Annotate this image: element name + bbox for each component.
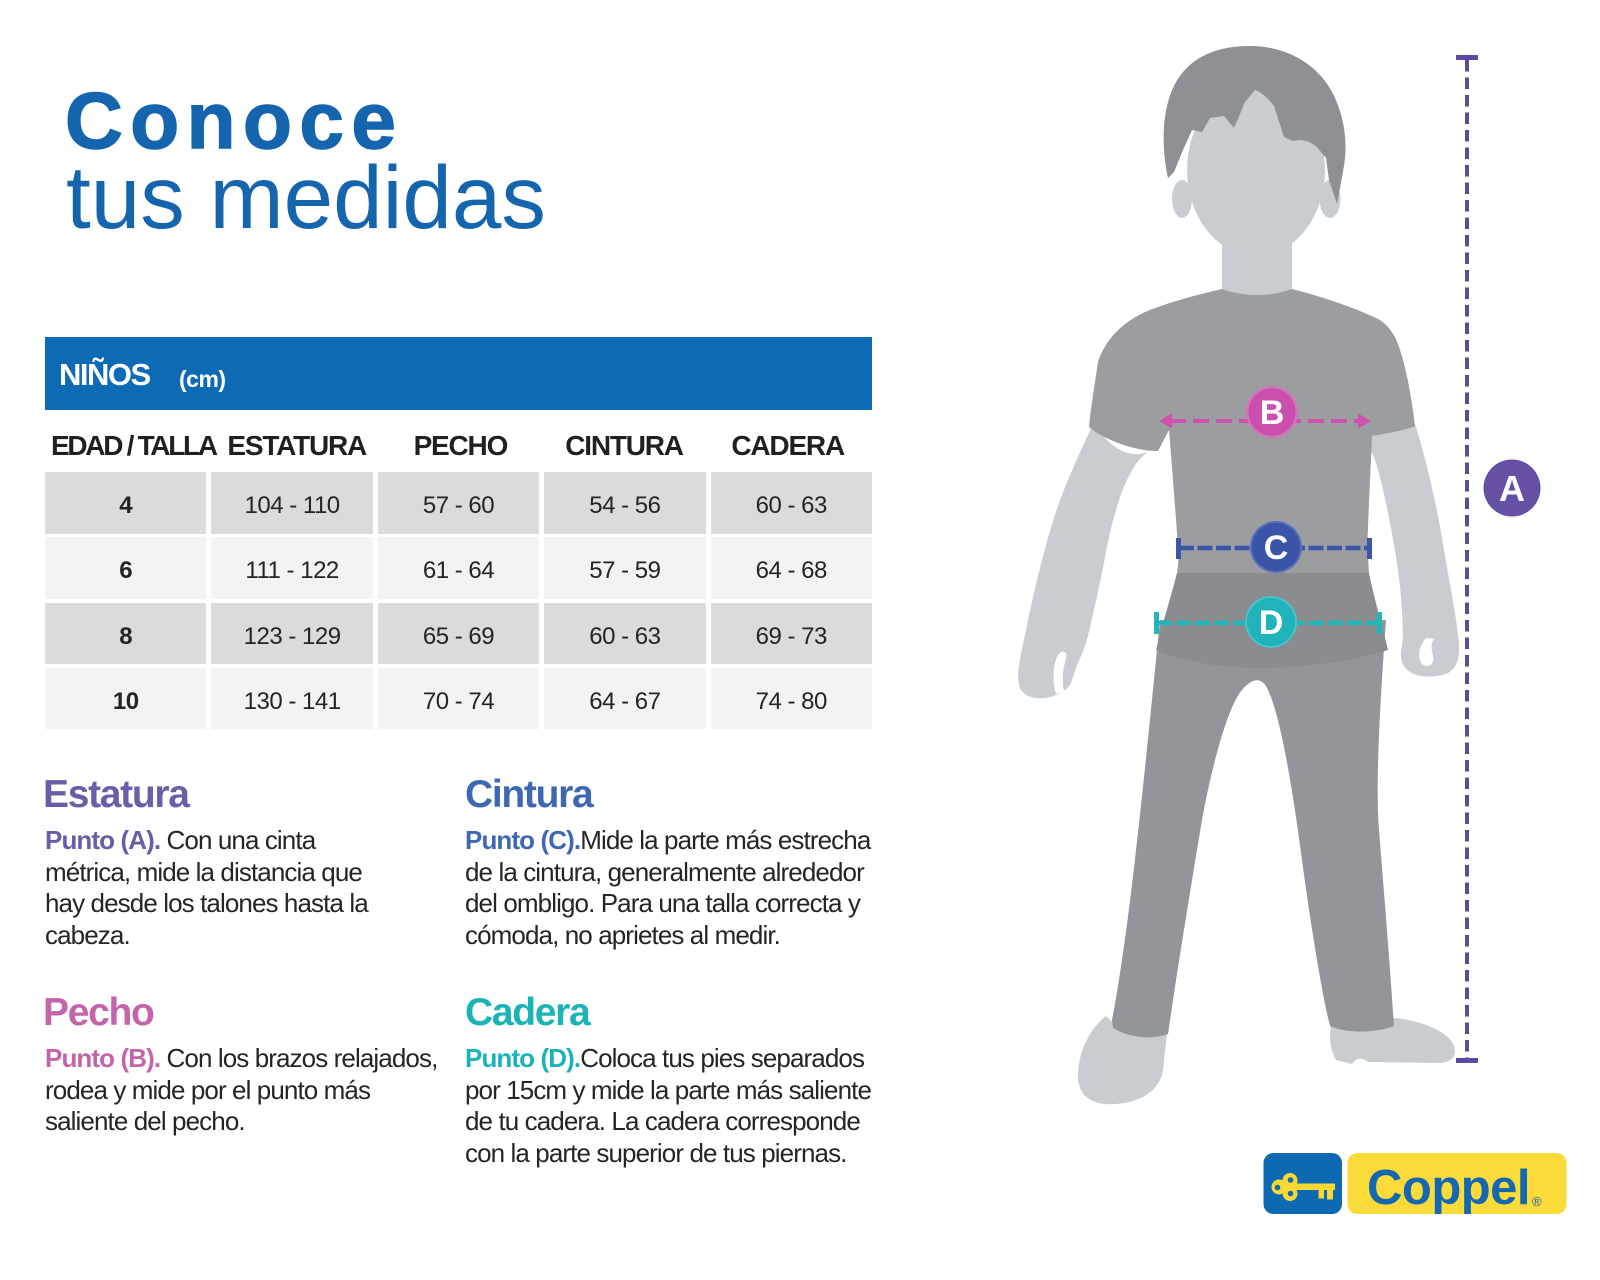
svg-text:Coppel: Coppel — [1367, 1161, 1530, 1215]
svg-text:®: ® — [1532, 1194, 1542, 1209]
svg-text:D: D — [1259, 604, 1284, 642]
svg-text:C: C — [1264, 529, 1289, 567]
svg-text:A: A — [1499, 468, 1525, 509]
svg-text:B: B — [1260, 394, 1285, 432]
